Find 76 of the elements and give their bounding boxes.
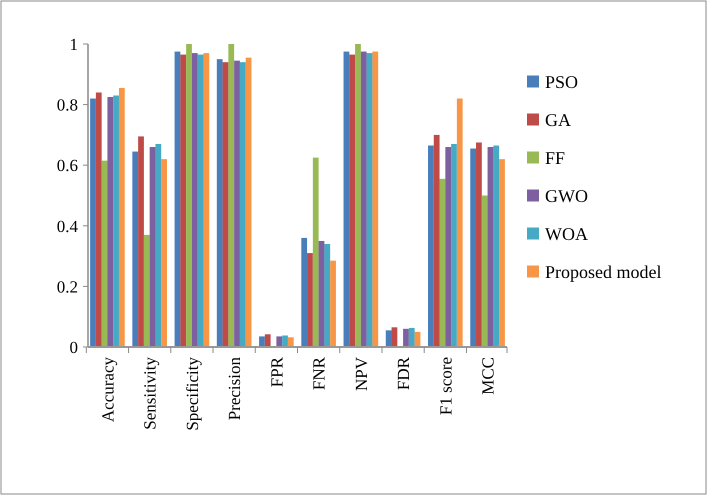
bar [344, 52, 350, 347]
bar [428, 146, 434, 347]
bar [499, 159, 505, 347]
bar [493, 146, 500, 347]
bar [161, 159, 167, 347]
legend-label: GWO [545, 186, 588, 206]
x-tick-label: Specificity [182, 356, 202, 431]
bar [259, 336, 265, 347]
bar [198, 54, 204, 347]
x-tick-label: NPV [352, 356, 371, 392]
legend-label: PSO [545, 72, 578, 92]
y-tick-label: 0.6 [56, 156, 78, 176]
bar [155, 144, 162, 347]
bar [392, 327, 398, 347]
bar [330, 260, 336, 347]
x-tick-label: Precision [225, 356, 244, 420]
bar [138, 136, 144, 347]
bar [96, 92, 102, 347]
bar [180, 54, 186, 347]
x-tick-label: FDR [394, 356, 414, 390]
bar [118, 88, 125, 347]
bar [132, 152, 138, 347]
bar [349, 54, 356, 347]
bar [90, 98, 96, 347]
x-tick-label: FNR [310, 356, 329, 390]
bar [216, 59, 223, 347]
y-tick-label: 1 [70, 34, 78, 54]
bar [186, 44, 192, 347]
y-tick-label: 0.2 [56, 277, 78, 296]
bar [403, 328, 409, 347]
bar [482, 196, 488, 347]
legend-label: FF [545, 148, 566, 168]
legend-label: WOA [545, 224, 588, 244]
bar [307, 253, 313, 347]
bar [174, 52, 180, 347]
bar [355, 44, 361, 347]
bar [222, 62, 228, 347]
y-tick-label: 0 [70, 338, 78, 357]
bar [282, 335, 288, 347]
bar [203, 53, 210, 347]
x-tick-label: F1 score [436, 357, 456, 416]
bar [408, 328, 415, 347]
bar [360, 52, 367, 347]
y-tick-label: 0.4 [56, 216, 78, 236]
bar [107, 97, 114, 347]
bar [451, 144, 457, 347]
bar [470, 148, 476, 347]
bar [476, 142, 482, 347]
bar [445, 147, 452, 347]
bar [234, 60, 240, 347]
bar [414, 332, 420, 347]
x-tick-label: MCC [478, 357, 498, 395]
bar [434, 134, 440, 347]
bar [102, 160, 108, 347]
bar [150, 147, 156, 347]
y-tick-label: 0.8 [56, 96, 78, 115]
bar [440, 178, 446, 347]
bar [113, 96, 119, 347]
bar [366, 53, 372, 347]
bar [240, 62, 246, 347]
x-tick-label: Sensitivity [140, 356, 160, 430]
bar [312, 158, 319, 347]
bar [456, 98, 463, 347]
bar [372, 52, 378, 347]
x-tick-label: Accuracy [98, 356, 118, 422]
legend-label: Proposed model [545, 262, 662, 282]
x-tick-label: FPR [267, 356, 286, 388]
bar [228, 44, 234, 347]
bar [246, 58, 252, 347]
bar [192, 53, 198, 347]
legend-label: GA [545, 110, 571, 130]
bar [301, 238, 308, 347]
bar [324, 244, 330, 347]
bar [488, 147, 494, 347]
bar [318, 240, 324, 347]
bar [144, 234, 150, 347]
